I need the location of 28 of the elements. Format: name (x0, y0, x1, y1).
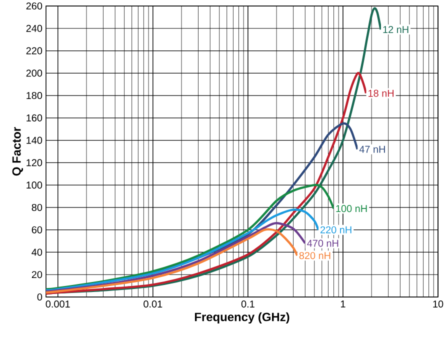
y-axis-title: Q Factor (12, 127, 24, 176)
y-tick-label: 260 (26, 2, 42, 10)
y-tick-label: 160 (26, 114, 42, 122)
y-tick-label: 40 (32, 248, 42, 256)
series-label: 820 nH (299, 252, 330, 260)
x-axis-title: Frequency (GHz) (194, 312, 290, 324)
y-tick-label: 120 (26, 159, 42, 166)
series-label: 47 nH (359, 146, 385, 153)
series-label: 470 nH (307, 240, 338, 247)
y-tick-label: 60 (32, 226, 42, 234)
y-tick-label: 240 (26, 24, 42, 32)
series-label: 220 nH (320, 226, 352, 234)
series-label: 18 nH (368, 90, 394, 97)
series-label: 12 nH (383, 26, 408, 33)
y-tick-label: 140 (26, 136, 42, 144)
x-tick-label: 0.001 (46, 300, 70, 308)
series-label: 100 nH (336, 205, 367, 212)
y-tick-label: 0 (37, 293, 42, 301)
x-tick-label: 0.01 (144, 300, 162, 308)
y-tick-label: 80 (32, 204, 42, 211)
y-tick-label: 100 (26, 182, 42, 189)
y-tick-label: 200 (26, 70, 42, 77)
y-tick-label: 180 (26, 92, 42, 100)
y-tick-label: 20 (32, 271, 42, 278)
x-tick-label: 1 (340, 300, 346, 308)
x-tick-label: 10 (433, 300, 444, 308)
y-tick-label: 220 (26, 47, 42, 54)
x-tick-label: 0.1 (241, 300, 254, 308)
